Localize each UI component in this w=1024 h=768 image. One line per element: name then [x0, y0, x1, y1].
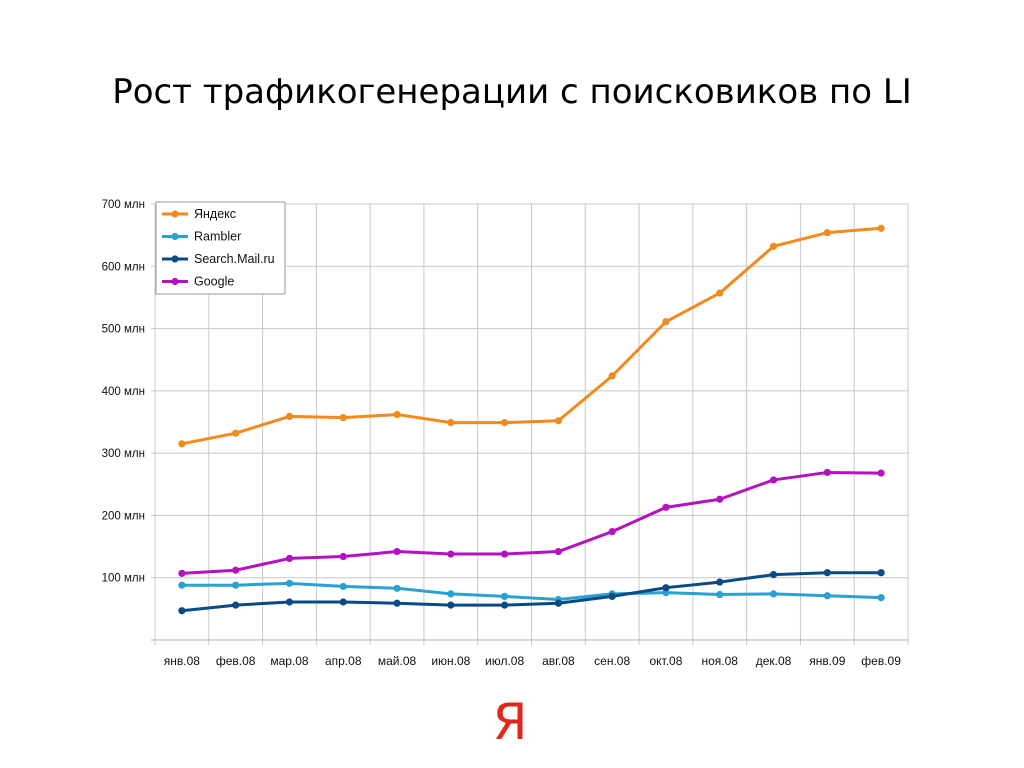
x-tick-label: апр.08	[325, 654, 362, 668]
data-point	[339, 552, 347, 561]
x-tick-label: июл.08	[485, 654, 524, 668]
chart-axes: 100 млн 200 млн 300 млн 400 млн 500 млн 600 м…	[102, 199, 908, 668]
data-point	[339, 582, 347, 591]
data-point	[285, 579, 294, 587]
series-line	[181, 226, 882, 446]
legend-label: Rambler	[194, 230, 241, 244]
x-tick-label: май.08	[378, 654, 417, 668]
data-point	[232, 581, 240, 589]
data-point	[769, 590, 778, 598]
data-point	[716, 578, 724, 586]
data-point	[232, 429, 240, 437]
data-point	[769, 476, 778, 484]
data-point	[662, 503, 670, 511]
series-line	[181, 571, 882, 613]
data-point	[501, 419, 509, 427]
data-point	[608, 372, 616, 380]
legend-label: Search.Mail.ru	[194, 252, 275, 266]
chart-legend: Яндекс Rambler Search.Mail.ru Google	[155, 201, 286, 295]
data-point	[178, 569, 186, 577]
y-tick-label: 400 млн	[102, 386, 145, 398]
data-point	[769, 242, 778, 250]
data-point	[285, 412, 294, 420]
y-tick-label: 500 млн	[102, 324, 145, 336]
data-point	[178, 607, 186, 615]
data-point	[662, 318, 670, 326]
data-point	[877, 569, 885, 577]
x-tick-label: мар.08	[270, 654, 309, 668]
data-point	[447, 601, 455, 609]
y-tick-label: 100 млн	[102, 573, 145, 585]
data-point	[769, 571, 778, 579]
data-point	[285, 598, 294, 606]
data-point	[662, 589, 670, 597]
data-point	[501, 550, 509, 558]
data-point	[662, 584, 670, 592]
x-tick-label: янв.09	[809, 654, 846, 668]
legend-swatch-marker	[171, 232, 179, 241]
legend-label: Яндекс	[194, 207, 236, 221]
legend-box	[155, 201, 286, 295]
data-point	[393, 547, 401, 556]
data-point	[823, 468, 831, 477]
data-point	[877, 594, 885, 602]
data-point	[608, 528, 616, 536]
data-point	[608, 592, 616, 601]
series-line	[181, 470, 882, 575]
data-point	[716, 495, 724, 503]
data-point	[823, 592, 831, 600]
chart-series	[178, 224, 885, 615]
data-point	[501, 592, 509, 601]
data-point	[339, 598, 347, 606]
data-point	[877, 224, 885, 232]
data-point	[393, 599, 401, 607]
data-point	[823, 229, 831, 237]
data-point	[716, 590, 724, 599]
data-point	[232, 566, 240, 574]
legend-swatch-marker	[171, 277, 179, 286]
y-tick-label: 700 млн	[102, 199, 145, 211]
data-point	[232, 601, 240, 609]
yandex-logo: Я	[492, 693, 528, 751]
x-tick-label: сен.08	[594, 654, 630, 668]
data-point	[877, 469, 885, 477]
data-point	[393, 584, 401, 592]
data-point	[178, 440, 186, 448]
data-point	[716, 289, 724, 297]
legend-swatch-marker	[171, 210, 179, 218]
x-tick-label: янв.08	[164, 654, 201, 668]
series-line	[181, 581, 882, 602]
data-point	[447, 550, 455, 558]
x-tick-label: дек.08	[756, 654, 792, 668]
y-tick-label: 600 млн	[102, 261, 145, 273]
data-point	[554, 547, 562, 556]
x-tick-label: июн.08	[431, 654, 470, 668]
y-tick-label: 200 млн	[102, 510, 145, 522]
x-tick-label: авг.08	[542, 654, 575, 668]
data-point	[447, 419, 455, 427]
legend-label: Google	[194, 275, 234, 289]
data-point	[393, 410, 401, 419]
data-point	[447, 590, 455, 598]
data-point	[339, 414, 347, 422]
slide-title: Рост трафикогенерации с поисковиков по L…	[112, 72, 912, 112]
x-tick-label: фев.09	[861, 654, 901, 668]
y-tick-label: 300 млн	[102, 448, 145, 460]
data-point	[285, 554, 294, 563]
data-point	[823, 569, 831, 577]
legend-swatch-marker	[171, 255, 179, 263]
data-point	[178, 581, 186, 589]
data-point	[554, 599, 562, 607]
data-point	[501, 601, 509, 609]
x-tick-label: ноя.08	[702, 654, 739, 668]
x-tick-label: фев.08	[216, 654, 256, 668]
data-point	[554, 417, 562, 425]
x-tick-label: окт.08	[650, 654, 683, 668]
